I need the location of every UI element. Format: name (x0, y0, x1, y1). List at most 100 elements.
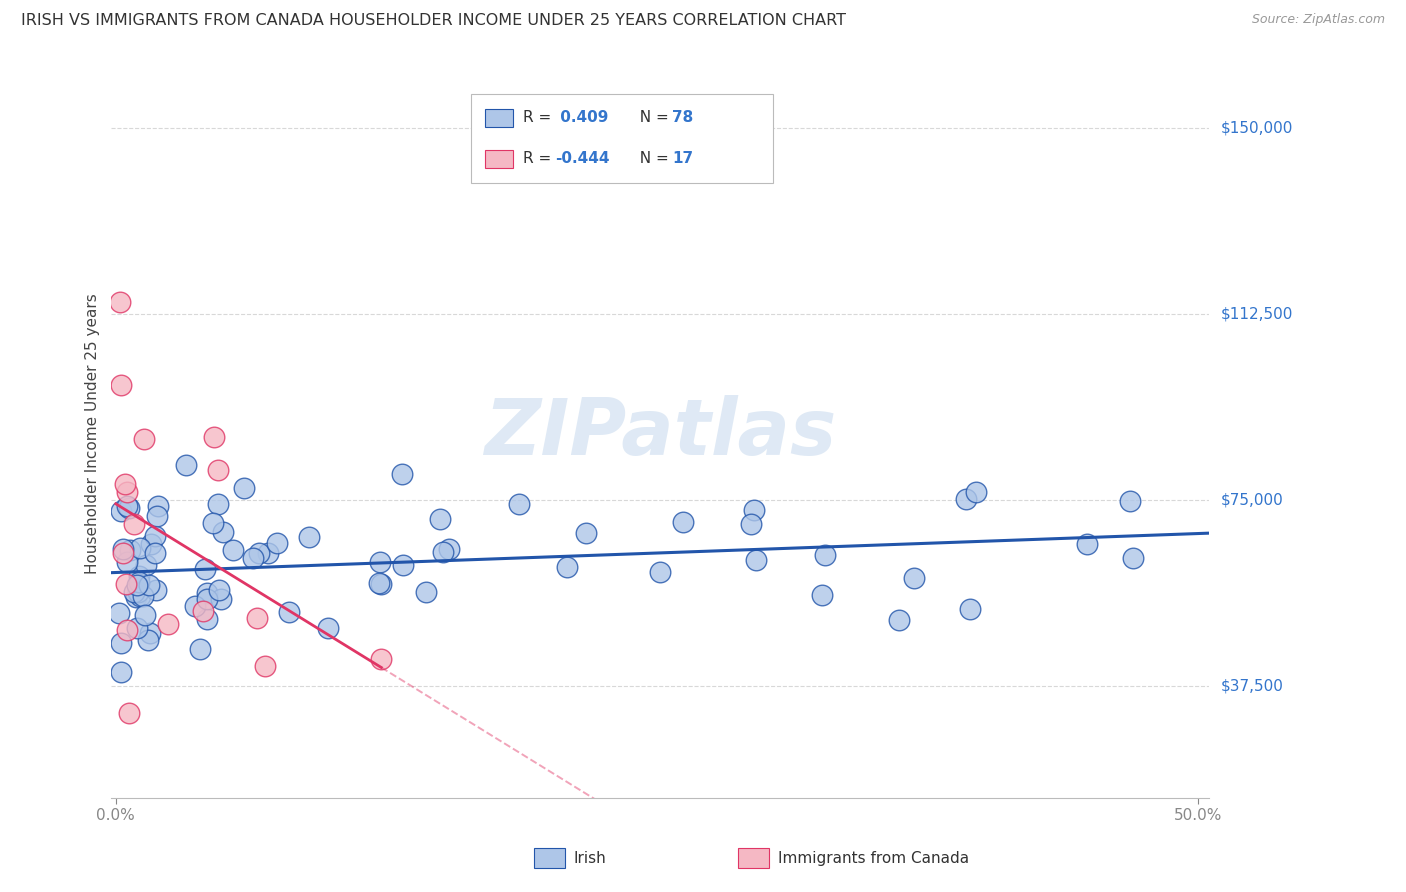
Text: $37,500: $37,500 (1220, 679, 1284, 694)
Point (195, 592, 218, 607)
Point (508, 497, 530, 511)
Point (959, 601, 981, 615)
Text: $75,000: $75,000 (1220, 492, 1284, 508)
Point (195, 613, 218, 627)
Point (242, 550, 264, 565)
Point (555, 559, 578, 574)
Point (122, 516, 145, 531)
Point (391, 558, 413, 572)
Point (278, 605, 301, 619)
Point (135, 558, 157, 572)
Point (118, 500, 141, 515)
Text: R =: R = (523, 111, 557, 125)
Point (439, 541, 461, 556)
Point (132, 432, 155, 446)
Text: 0.409: 0.409 (555, 111, 609, 125)
Point (432, 544, 454, 558)
Point (194, 562, 217, 576)
Point (125, 621, 148, 635)
Point (129, 541, 152, 556)
Point (112, 542, 135, 557)
Point (1076, 537, 1098, 551)
Point (128, 569, 150, 583)
Point (246, 610, 269, 624)
Point (108, 606, 131, 620)
Point (115, 484, 138, 499)
Point (146, 499, 169, 513)
Point (184, 599, 207, 613)
Y-axis label: Householder Income Under 25 years: Householder Income Under 25 years (86, 293, 100, 574)
Text: R =: R = (523, 152, 557, 166)
Point (208, 582, 231, 597)
Point (209, 591, 232, 606)
Point (672, 515, 695, 529)
Point (157, 617, 180, 632)
Point (811, 588, 834, 602)
Point (131, 590, 153, 604)
Point (136, 632, 159, 647)
Text: N =: N = (630, 111, 673, 125)
Point (201, 516, 224, 531)
Text: 78: 78 (672, 111, 693, 125)
Point (247, 546, 270, 560)
Point (146, 508, 169, 523)
Point (370, 652, 392, 666)
Point (108, 294, 131, 309)
Text: -0.444: -0.444 (555, 152, 610, 166)
Point (367, 575, 389, 590)
Text: 17: 17 (672, 152, 693, 166)
Text: Immigrants from Canada: Immigrants from Canada (778, 851, 969, 865)
Point (188, 641, 211, 656)
Text: IRISH VS IMMIGRANTS FROM CANADA HOUSEHOLDER INCOME UNDER 25 YEARS CORRELATION CH: IRISH VS IMMIGRANTS FROM CANADA HOUSEHOL… (21, 13, 846, 29)
Point (128, 575, 150, 590)
Point (316, 622, 339, 636)
Point (965, 485, 987, 500)
Point (233, 481, 256, 495)
Point (814, 548, 837, 562)
Point (415, 584, 437, 599)
Point (254, 658, 277, 673)
Point (745, 553, 768, 567)
Point (207, 498, 229, 512)
Text: ZIPatlas: ZIPatlas (484, 395, 837, 471)
Point (118, 542, 141, 557)
Point (740, 516, 762, 531)
Point (575, 525, 598, 540)
Point (118, 706, 141, 720)
Text: $112,500: $112,500 (1220, 307, 1292, 322)
Point (266, 536, 288, 550)
Point (143, 529, 166, 543)
Point (125, 590, 148, 604)
Point (115, 623, 138, 637)
Point (174, 458, 197, 473)
Point (1122, 551, 1144, 566)
Point (197, 586, 219, 600)
Point (191, 604, 214, 618)
Point (648, 565, 671, 579)
Point (114, 477, 136, 491)
Point (138, 577, 160, 591)
Point (122, 584, 145, 599)
Point (110, 378, 132, 392)
Point (134, 607, 156, 622)
Point (115, 555, 138, 569)
Point (145, 583, 167, 598)
Point (207, 463, 229, 477)
Point (742, 502, 765, 516)
Point (370, 577, 392, 591)
Text: Irish: Irish (574, 851, 606, 865)
Point (955, 491, 977, 506)
Point (112, 545, 135, 559)
Point (202, 430, 225, 444)
Point (139, 626, 162, 640)
Text: N =: N = (630, 152, 673, 166)
Point (903, 570, 925, 584)
Point (257, 546, 280, 560)
Point (887, 613, 910, 627)
Point (211, 524, 233, 539)
Point (139, 537, 162, 551)
Point (298, 530, 321, 544)
Point (115, 577, 138, 591)
Point (143, 546, 166, 560)
Point (110, 504, 132, 518)
